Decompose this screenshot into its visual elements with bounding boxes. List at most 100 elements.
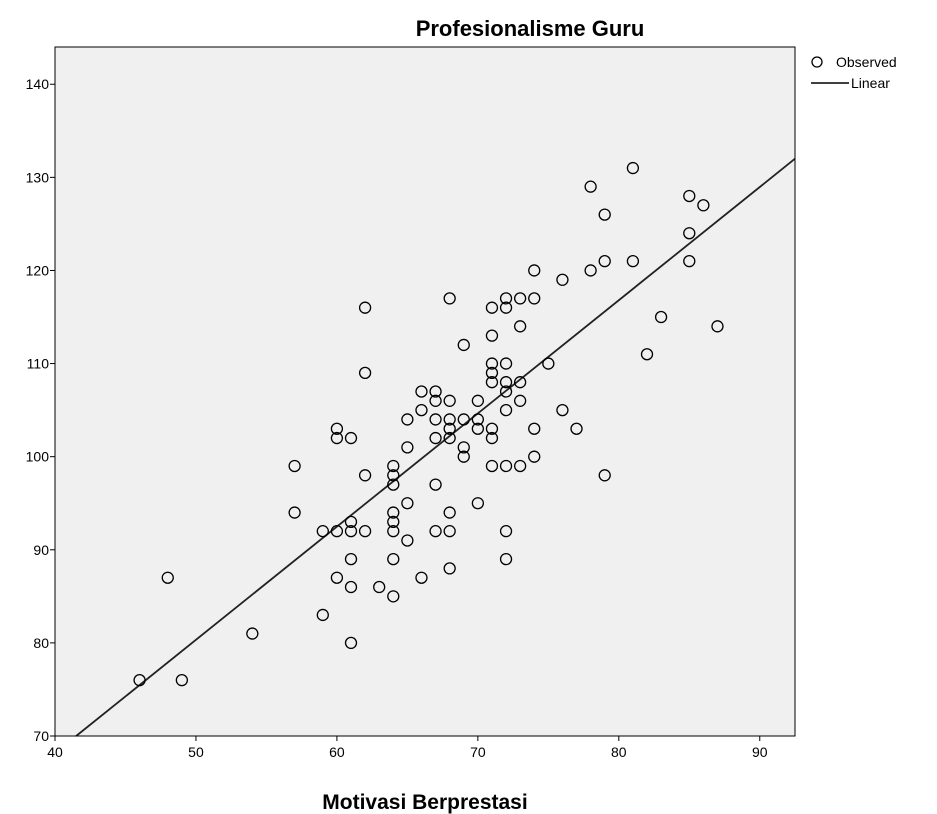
data-point (344, 636, 358, 650)
data-point (513, 292, 527, 305)
x-axis-label: Motivasi Berprestasi (322, 791, 527, 814)
data-point (471, 497, 485, 510)
data-point (471, 413, 485, 426)
legend: Observed Linear (811, 54, 897, 91)
data-point (288, 506, 301, 519)
data-point (316, 608, 329, 622)
data-point (542, 357, 555, 370)
data-point (161, 571, 174, 584)
data-point (443, 413, 456, 426)
y-tick-label: 120 (26, 262, 50, 278)
data-point (528, 422, 541, 435)
data-point (443, 292, 456, 305)
data-point (358, 301, 372, 314)
axis-ticks: 40 50 60 70 80 90 70 80 90 100 110 120 130 140 (26, 76, 768, 760)
data-point (429, 413, 442, 426)
data-point (457, 413, 470, 426)
data-point (443, 562, 456, 575)
data-point (485, 459, 499, 473)
data-point (499, 552, 513, 566)
y-tick-label: 110 (27, 356, 50, 372)
data-point (344, 431, 358, 445)
data-point (598, 208, 611, 221)
data-point (330, 422, 344, 435)
data-point (499, 357, 513, 370)
data-point (711, 320, 724, 333)
data-point (485, 366, 499, 380)
data-point (443, 394, 456, 407)
data-point (429, 385, 442, 398)
data-point (485, 329, 499, 342)
data-point (513, 459, 527, 473)
x-tick-label: 50 (188, 744, 204, 760)
regression-line (75, 158, 796, 737)
data-point (513, 376, 527, 389)
data-point (401, 413, 414, 426)
data-point (485, 357, 499, 370)
data-point (344, 525, 358, 538)
data-point (387, 590, 400, 603)
data-point (387, 478, 400, 491)
data-point (175, 673, 189, 687)
y-tick-label: 90 (33, 542, 49, 558)
data-point (344, 552, 358, 566)
data-point (556, 273, 569, 286)
data-point (556, 403, 569, 417)
data-point (373, 580, 386, 594)
data-point (499, 385, 513, 398)
data-point (683, 189, 696, 203)
data-point (344, 580, 358, 594)
data-point (387, 469, 400, 482)
legend-observed-marker (811, 56, 823, 68)
data-point (683, 254, 696, 268)
data-point (499, 403, 513, 417)
data-point (457, 450, 470, 463)
data-point (443, 525, 456, 538)
y-tick-label: 100 (26, 449, 50, 465)
plot-frame (54, 46, 796, 737)
data-point (626, 254, 640, 268)
data-point (133, 673, 146, 687)
data-point (415, 385, 428, 398)
data-point (401, 441, 414, 454)
data-point (330, 571, 344, 584)
data-point (387, 525, 400, 538)
data-point (528, 450, 541, 463)
data-point (415, 571, 428, 584)
data-point (499, 459, 513, 473)
data-point (429, 478, 442, 491)
data-point (387, 515, 400, 529)
data-point (429, 525, 442, 538)
data-point (499, 525, 513, 538)
x-tick-label: 90 (752, 744, 768, 760)
data-point (513, 394, 527, 407)
y-tick-label: 130 (26, 169, 50, 185)
data-point (485, 376, 499, 389)
data-point (485, 301, 499, 314)
x-tick-label: 80 (611, 744, 627, 760)
data-point (598, 469, 611, 482)
data-point (457, 441, 470, 454)
data-point (640, 348, 654, 361)
data-point (570, 422, 583, 435)
data-point (429, 431, 442, 445)
data-point (387, 552, 400, 566)
data-point (344, 515, 358, 529)
data-point (443, 506, 456, 519)
data-point (513, 320, 527, 333)
data-point (626, 161, 640, 175)
data-point (584, 264, 597, 277)
data-point (499, 376, 513, 389)
data-point (697, 199, 710, 212)
x-tick-label: 40 (47, 744, 63, 760)
data-point (584, 180, 597, 193)
data-point (401, 497, 414, 510)
data-point (457, 338, 470, 352)
y-tick-label: 70 (33, 728, 49, 744)
data-point (316, 525, 329, 538)
data-point (471, 422, 485, 435)
data-point (387, 459, 400, 473)
data-point (499, 301, 513, 314)
data-point (528, 264, 541, 277)
